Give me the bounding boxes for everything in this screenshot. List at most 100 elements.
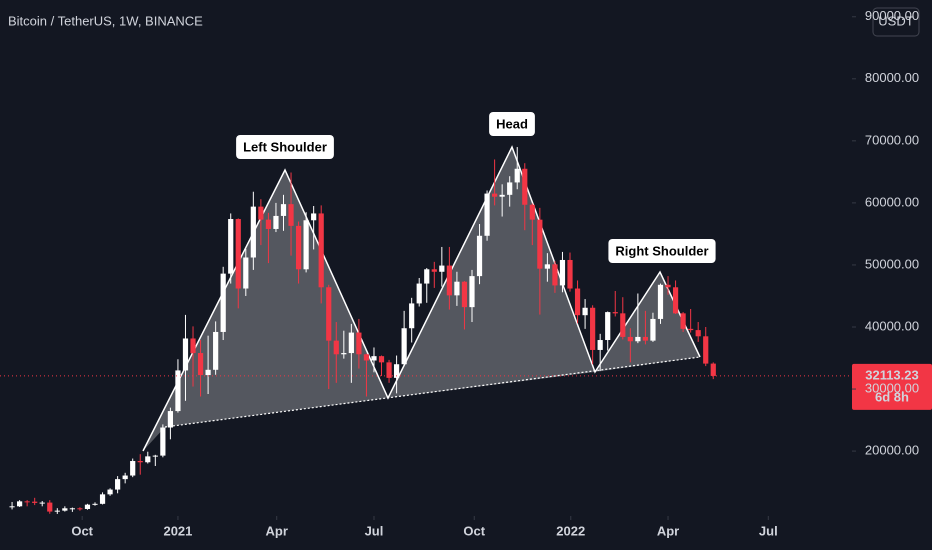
y-tick-label: 90000.00 (865, 8, 919, 23)
last-price-label: 32113.23 (865, 367, 919, 382)
x-tick-label: Jul (365, 523, 384, 538)
candle-body (122, 475, 128, 480)
y-tick-label: 20000.00 (865, 443, 919, 458)
candle-body (665, 284, 671, 288)
candle-body (492, 193, 498, 197)
candle-body (657, 284, 664, 319)
candle-body (175, 370, 181, 412)
x-tick-label: Oct (71, 523, 93, 538)
candle-body (235, 219, 241, 289)
overlay: 32113.23 6d 8h Left Shoulder Head Right Shou… (0, 7, 932, 410)
candle-body (130, 461, 136, 476)
candle-body (197, 353, 204, 376)
candle-body (356, 332, 362, 355)
candle-body (552, 264, 558, 286)
candle-body (620, 313, 626, 337)
candle-body (484, 193, 490, 236)
candle-body (537, 219, 543, 269)
candle-body (115, 479, 121, 490)
candle-body (273, 215, 279, 229)
head-area (388, 147, 595, 398)
candle-body (469, 276, 475, 308)
candle-body (326, 287, 332, 341)
candle-body (311, 213, 317, 221)
candle-body (205, 369, 211, 376)
y-tick-label: 50000.00 (865, 256, 919, 271)
candle-body (574, 288, 581, 316)
candle-body (650, 318, 656, 341)
candle-body (190, 338, 196, 354)
x-tick-label: Oct (463, 523, 485, 538)
candle-body (612, 312, 618, 314)
candle-body (710, 363, 716, 376)
candle-body (107, 489, 113, 495)
candle-body (280, 204, 287, 216)
candle-body (688, 328, 694, 331)
candle-body (39, 502, 45, 504)
currency-button (872, 7, 920, 37)
candle-body (250, 206, 256, 258)
candle-body (303, 220, 309, 270)
candle-body (393, 364, 400, 378)
candle-body (69, 508, 75, 510)
candles (9, 147, 716, 514)
candle-body (137, 461, 143, 463)
candle-body (348, 332, 354, 354)
candle-body (62, 508, 68, 511)
candle-body (9, 506, 15, 508)
candle-body (582, 307, 588, 316)
candle-body (32, 501, 38, 503)
candle-body (499, 194, 505, 197)
candle-body (590, 307, 596, 350)
annotation-label: Right Shoulder (615, 243, 708, 258)
annotation-label: Left Shoulder (243, 139, 327, 154)
candle-body (54, 510, 60, 512)
y-tick-label: 40000.00 (865, 318, 919, 333)
candle-body (386, 362, 392, 378)
x-tick-label: Jul (759, 523, 778, 538)
candle-body (439, 265, 445, 272)
candle-body (160, 427, 166, 456)
head-and-shoulders-drawing (142, 145, 701, 452)
candle-body (318, 213, 324, 288)
candle-body (295, 225, 302, 270)
candle-body (680, 313, 686, 329)
candle-body (454, 281, 460, 296)
candle-body (544, 264, 550, 269)
candle-body (642, 336, 649, 341)
candle-body (703, 336, 709, 364)
candle-body (47, 502, 53, 512)
chart-title: Bitcoin / TetherUS, 1W, BINANCE (8, 13, 203, 28)
candle-body (507, 182, 513, 195)
candle-body (24, 501, 30, 503)
candle-body (695, 330, 701, 337)
candle-body (333, 340, 339, 355)
candle-body (145, 456, 151, 463)
candle-body (371, 356, 377, 361)
candle-body (213, 331, 219, 370)
currency-label: USDT (878, 13, 913, 28)
candle-body (476, 235, 483, 277)
candle-body (265, 219, 272, 229)
candle-body (17, 501, 23, 507)
x-tick-label: 2021 (163, 523, 192, 538)
x-tick-label: Apr (657, 523, 679, 538)
candle-body (529, 204, 535, 220)
candle-body (559, 259, 566, 286)
candle-body (288, 204, 294, 226)
annotation-label: Head (496, 116, 528, 131)
candle-body (220, 273, 226, 332)
candle-body (401, 328, 407, 365)
candle-body (424, 269, 430, 284)
annotation-box (608, 239, 716, 263)
y-tick-label: 70000.00 (865, 132, 919, 147)
candle-body (92, 503, 98, 505)
candle-body (152, 455, 158, 457)
candle-body (605, 312, 611, 341)
candle-body (182, 338, 189, 371)
candle-body (258, 206, 264, 220)
countdown-label: 6d 8h (875, 389, 909, 404)
candle-body (378, 356, 385, 363)
candle-body (567, 259, 573, 289)
y-tick-label: 60000.00 (865, 194, 919, 209)
